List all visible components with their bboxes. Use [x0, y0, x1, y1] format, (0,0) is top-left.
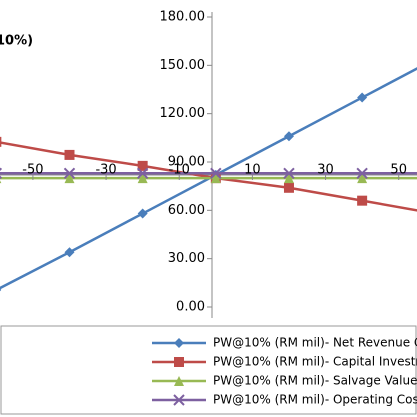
legend	[0, 325, 417, 415]
marker	[0, 180, 2, 184]
marker	[357, 195, 368, 206]
marker	[283, 167, 295, 179]
marker	[356, 167, 368, 179]
marker	[357, 173, 368, 184]
chart-title: 10%)	[0, 34, 33, 49]
x-tick-label: 10	[244, 163, 261, 178]
marker	[64, 247, 75, 258]
x-tick-label: -30	[95, 163, 116, 178]
marker	[283, 131, 294, 142]
marker	[174, 338, 184, 348]
y-tick-label: 120.00	[160, 106, 206, 121]
legend-label: PW@10% (RM mil)- Operating Cost	[213, 393, 417, 407]
x-tick-label: 50	[390, 163, 407, 178]
marker	[64, 173, 75, 184]
marker	[0, 288, 2, 292]
marker	[137, 208, 148, 219]
y-tick-label: 90.00	[168, 155, 205, 170]
marker	[63, 167, 76, 179]
marker	[64, 149, 75, 160]
marker	[136, 167, 149, 179]
marker	[174, 376, 184, 386]
x-tick-label: -50	[22, 163, 43, 178]
marker	[283, 173, 294, 184]
marker	[283, 182, 294, 193]
marker	[173, 394, 185, 406]
legend-label: PW@10% (RM mil)- Salvage Value	[213, 374, 417, 388]
y-tick-label: 150.00	[160, 58, 206, 73]
plot-area	[0, 67, 417, 292]
y-tick-label: 30.00	[168, 251, 205, 266]
x-tick-label: -10	[169, 163, 190, 178]
y-tick-label: 60.00	[168, 203, 205, 218]
legend-entries: PW@10% (RM mil)- Net Revenue Gain PW@10% …	[152, 336, 417, 407]
y-tick-label: 0.00	[176, 300, 205, 315]
marker	[137, 173, 148, 184]
marker	[174, 357, 184, 367]
marker	[357, 92, 368, 103]
y-tick-label: 180.00	[160, 10, 206, 25]
legend-label: PW@10% (RM mil)- Net Revenue Gain	[213, 336, 417, 350]
marker	[0, 136, 2, 147]
x-tick-label: 30	[317, 163, 334, 178]
marker	[210, 173, 221, 184]
legend-label: PW@10% (RM mil)- Capital Investment	[213, 355, 417, 369]
marker	[137, 160, 148, 171]
marker	[210, 167, 222, 179]
